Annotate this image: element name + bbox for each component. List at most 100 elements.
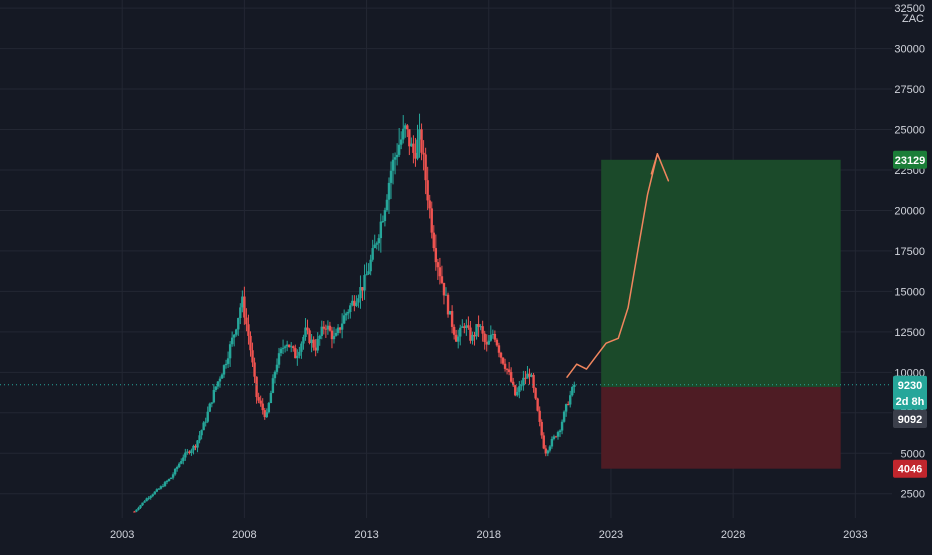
candle-body — [336, 327, 340, 333]
candle-body — [249, 335, 252, 351]
candle-body — [224, 363, 228, 366]
candle-body — [340, 323, 344, 330]
candle-body — [459, 327, 462, 337]
candle-body — [548, 446, 552, 451]
candle-body — [188, 451, 191, 454]
y-tick-label: 20000 — [894, 205, 925, 217]
candle-body — [430, 208, 433, 233]
candle-body — [528, 373, 531, 377]
candle-body — [571, 386, 574, 396]
candle-body — [487, 340, 490, 345]
candle-body — [153, 491, 156, 495]
candle-body — [141, 502, 144, 506]
stop-zone — [601, 387, 841, 469]
candle-body — [316, 338, 319, 351]
candle-body — [294, 348, 297, 359]
candle-body — [512, 381, 515, 386]
candle-body — [139, 505, 142, 508]
candle-body — [342, 315, 346, 324]
candle-body — [454, 334, 458, 342]
candle-body — [391, 159, 395, 171]
candle-body — [233, 334, 236, 338]
currency-label: ZAC — [902, 13, 924, 25]
candle-body — [245, 317, 248, 325]
candle-body — [287, 344, 291, 348]
candle-body — [173, 468, 177, 475]
candle-body — [263, 410, 266, 418]
candle-body — [255, 376, 258, 398]
candle-body — [471, 334, 474, 341]
time-axis-background — [0, 518, 892, 550]
projection-arrowhead — [650, 153, 670, 182]
candle-body — [434, 248, 438, 263]
candle-body — [526, 373, 529, 379]
x-tick-label: 2028 — [721, 529, 745, 541]
candle-body — [226, 358, 230, 364]
candles — [133, 113, 576, 513]
candle-body — [292, 346, 295, 349]
candle-body — [404, 125, 407, 129]
candle-body — [202, 422, 205, 431]
target-price-tag: 23129 — [893, 150, 927, 169]
candle-body — [536, 398, 539, 411]
candle-body — [550, 438, 554, 447]
y-tick-label: 25000 — [894, 125, 925, 137]
candle-body — [383, 210, 387, 222]
annotations — [566, 153, 670, 378]
candle-body — [277, 353, 281, 365]
candle-body — [239, 307, 242, 319]
x-tick-label: 2013 — [354, 529, 378, 541]
candle-body — [222, 365, 226, 375]
current-price-tag-value: 9230 — [898, 380, 922, 392]
current-price-tag: 9230 2d 8h — [893, 375, 927, 410]
candle-body — [402, 128, 405, 140]
candle-body — [135, 509, 138, 512]
candle-body — [556, 432, 560, 437]
candle-body — [279, 348, 283, 354]
y-tick-label: 5000 — [901, 448, 925, 460]
candle-body — [410, 143, 413, 147]
candle-body — [422, 152, 425, 155]
candle-body — [143, 501, 146, 503]
candle-body — [212, 389, 216, 403]
candle-body — [367, 271, 370, 275]
candle-body — [497, 345, 501, 353]
candle-body — [312, 339, 315, 348]
candle-body — [171, 474, 175, 478]
candle-body — [261, 403, 264, 411]
candle-body — [216, 381, 220, 387]
candle-body — [495, 339, 499, 346]
candle-body — [320, 326, 323, 336]
candle-body — [554, 436, 558, 438]
candle-body — [300, 343, 303, 352]
candle-body — [385, 199, 389, 211]
candle-body — [426, 180, 429, 201]
candle-body — [518, 386, 521, 392]
candle-body — [214, 386, 218, 390]
countdown-label: 2d 8h — [896, 396, 925, 408]
candle-body — [399, 139, 403, 145]
candle-body — [524, 377, 527, 379]
candle-body — [428, 200, 431, 209]
candle-body — [155, 489, 159, 492]
candle-body — [359, 287, 362, 299]
candle-body — [184, 452, 187, 458]
candle-body — [304, 327, 307, 337]
candle-body — [281, 347, 285, 349]
stop-price-tag-bg — [893, 459, 927, 478]
candle-body — [198, 435, 201, 441]
candle-body — [182, 457, 185, 462]
candle-body — [247, 324, 250, 336]
candle-body — [389, 170, 393, 183]
candle-body — [275, 364, 279, 372]
candle-body — [220, 374, 224, 379]
time-axis[interactable]: 2003 2008 2013 2018 2023 2028 2033 — [110, 529, 868, 541]
candle-body — [509, 372, 513, 382]
candle-body — [159, 486, 163, 489]
candle-body — [251, 350, 254, 363]
candle-body — [237, 318, 240, 330]
candle-body — [257, 397, 260, 401]
candle-body — [560, 421, 564, 431]
